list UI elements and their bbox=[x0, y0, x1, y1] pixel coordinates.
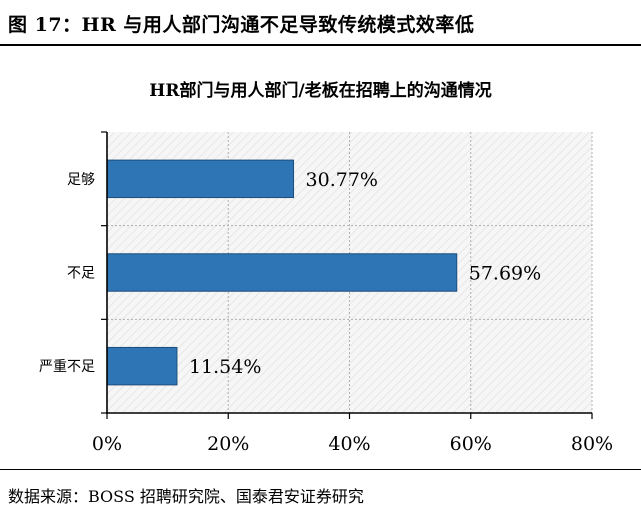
x-tick-label: 80% bbox=[571, 433, 613, 455]
bar bbox=[106, 253, 458, 292]
category-label: 足够 bbox=[67, 172, 95, 188]
bar bbox=[106, 346, 178, 386]
chart-title: HR部门与用人部门/老板在招聘上的沟通情况 bbox=[149, 81, 492, 101]
plot-area: 30.77% 足够 57.69% 不足 11.54% 严重不足 0% 20% 40% 60% 80% bbox=[39, 131, 613, 455]
x-tick-label: 20% bbox=[207, 433, 249, 455]
data-source: 数据来源：BOSS 招聘研究院、国泰君安证券研究 bbox=[8, 487, 364, 506]
data-label: 11.54% bbox=[189, 356, 261, 378]
figure-title: 图 17：HR 与用人部门沟通不足导致传统模式效率低 bbox=[8, 14, 475, 36]
data-label: 30.77% bbox=[306, 169, 378, 191]
bar-chart: 30.77% 足够 57.69% 不足 11.54% 严重不足 0% 20% 40% 60% 80% bbox=[39, 131, 613, 455]
header-rule bbox=[0, 44, 641, 46]
bar bbox=[106, 159, 295, 199]
category-label: 严重不足 bbox=[39, 359, 95, 375]
x-tick-label: 0% bbox=[92, 433, 122, 455]
x-tick-label: 40% bbox=[328, 433, 370, 455]
data-label: 57.69% bbox=[469, 263, 541, 285]
figure-header: 图 17：HR 与用人部门沟通不足导致传统模式效率低 bbox=[0, 0, 641, 46]
footer-rule bbox=[0, 469, 641, 470]
x-tick-label: 60% bbox=[450, 433, 492, 455]
category-label: 不足 bbox=[67, 266, 95, 282]
